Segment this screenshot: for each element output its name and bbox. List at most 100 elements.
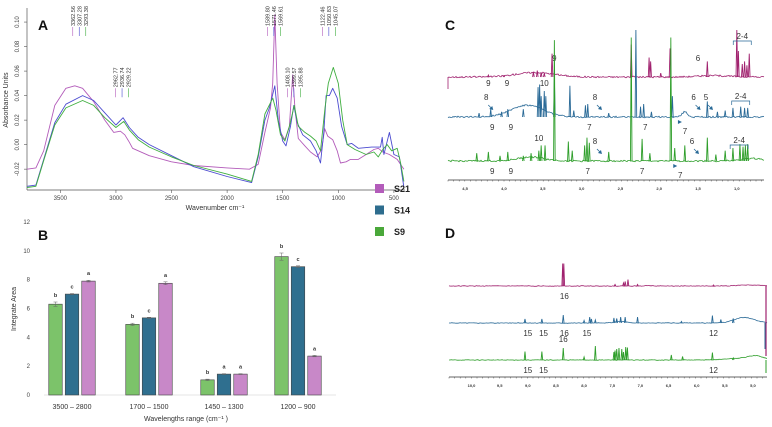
legend-swatch-s9 [375,227,384,236]
arrow-icon [597,106,602,110]
spectrum-peak-s9 [539,145,543,162]
x-tick-label: 10,0 [468,383,477,388]
peak-label: 1050.83 [327,6,333,26]
arrow-icon [489,106,494,110]
spectrum-peak-s9 [585,137,589,162]
x-tick-label: 1,0 [734,186,740,191]
spectrum-peak-s14 [536,87,540,118]
spectrum-peak-s21 [747,53,751,78]
spectrum-peak-s9 [732,356,735,361]
x-tick-label: 2,5 [618,186,624,191]
spectrum-peak-s21 [502,74,506,78]
y-tick-label: 2 [27,364,31,370]
bar-s21 [158,282,173,396]
panel-label-d: D [445,225,455,241]
peak-annotation: 9 [509,167,514,176]
panel-b-bar-chart: B 0 2 4 6 8 10 12 3500 – 2800 b c a 1700 – 1500 b c a 1… [11,220,336,423]
peak-annotation: 6 [696,54,701,63]
x-tick-label: 4,0 [501,186,507,191]
spectrum-peak-s21 [647,57,651,78]
spectrum-peak-s14 [538,84,541,118]
legend-swatch-s21 [375,184,384,193]
peak-annotation: 12 [709,366,718,375]
spectrum-peak-s9 [626,347,629,361]
panel-label-b: B [38,227,48,243]
significance-letter: c [70,285,73,291]
spectrum-peak-s21 [487,73,490,78]
spectrum-peak-s21 [622,281,625,287]
spectrum-peak-s14 [671,96,674,118]
y-tick-label: 4 [27,335,31,341]
peak-label: 3293.38 [84,6,90,26]
spectrum-peak-s9 [723,150,727,162]
spectrum-peak-s21 [659,73,662,78]
spectrum-peak-s9 [540,351,544,361]
legend-label-s21: S21 [394,184,410,194]
y-tick-label: 0.08 [15,40,21,52]
bar-s9 [48,303,63,396]
bar-s21 [81,280,96,396]
spectrum-peak-s14 [706,101,709,118]
error-bar [86,279,91,283]
spectrum-peak-s9 [583,145,586,162]
spectrum-baseline-s21 [447,71,765,79]
spectrum-peak-s21 [741,63,744,78]
spectrum-peak-s14 [588,316,591,324]
x-tick-label: 8,5 [553,383,559,388]
spectrum-peak-s14 [639,106,642,118]
arrow-icon [677,120,682,124]
x-tick-label: 500 [389,196,400,202]
spectrum-peak-s9 [714,154,718,162]
significance-letter: c [147,308,150,314]
x-tick-label: 7,0 [638,383,644,388]
peak-label: 3362.56 [71,6,77,26]
x-tick-label: 3000 [109,196,123,202]
peak-label: 1395.88 [298,67,304,87]
spectrum-peak-s14 [477,113,481,118]
category-label: 1450 – 1300 [205,404,244,411]
peak-annotation: 8 [593,137,598,146]
significance-letter: b [280,244,284,250]
spectrum-peak-s14 [540,318,544,324]
spectrum-peak-s21 [550,53,554,78]
x-tick-label: 7,5 [609,383,615,388]
y-tick-label: 0.06 [15,65,21,77]
error-bar [296,265,300,268]
bar-s9 [125,324,140,396]
spectrum-peak-s14 [731,318,735,324]
spectrum-peak-s14 [711,315,714,324]
spectrum-peak-s9 [506,151,510,162]
spectrum-peak-s14 [642,103,645,118]
significance-letter: a [239,365,243,371]
error-bar [312,355,317,358]
peak-annotation: 9 [509,123,514,132]
peak-annotation: 15 [539,366,548,375]
bar-s14 [64,293,80,396]
spectrum-peak-s14 [544,96,548,118]
peak-annotation: 16 [560,292,569,301]
spectrum-line-s14 [26,85,405,188]
x-axis-label: Wavenumber cm⁻¹ [186,205,245,212]
spectrum-peak-s9 [594,345,597,361]
spectrum-peak-s14 [582,319,586,324]
y-tick-label: 12 [23,220,30,226]
arrow-icon [696,106,701,110]
spectrum-peak-s14 [636,316,639,324]
arrow-icon [708,106,713,110]
spectrum-peak-s21 [636,283,639,287]
panel-d-nmr-aromatic: D 10,0 9,5 9,0 8,5 8,0 7,5 7,0 6,5 6,0 5,5 5,0 16 15… [445,225,768,388]
y-tick-label: 0 [27,393,31,399]
x-tick-label: 2500 [165,196,179,202]
spectrum-peak-s14 [716,111,719,118]
spectrum-peak-s9 [669,37,673,162]
spectrum-peak-s9 [498,155,502,162]
x-tick-label: 6,0 [694,383,700,388]
y-tick-label: 0.00 [15,138,21,150]
significance-letter: a [87,271,91,277]
spectrum-peak-s14 [731,107,735,118]
y-tick-label: 0.02 [15,114,21,126]
peak-label: 1408.10 [285,67,291,87]
peak-annotation: 8 [593,93,598,102]
category-label: 1200 – 900 [280,404,315,411]
spectrum-peak-s9 [648,153,652,162]
